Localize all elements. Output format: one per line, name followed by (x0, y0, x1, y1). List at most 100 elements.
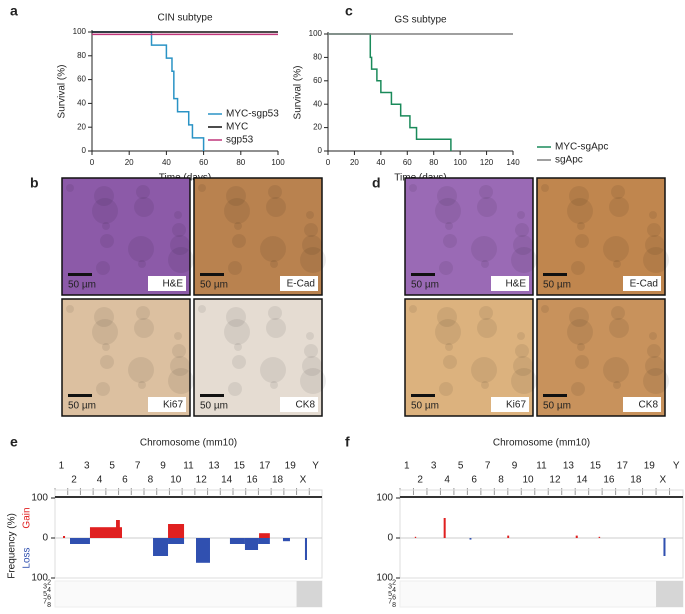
texture (100, 355, 114, 369)
texture (515, 344, 529, 358)
scale-bar (411, 394, 435, 397)
texture (611, 185, 625, 199)
survival-line (92, 31, 205, 151)
texture (226, 186, 246, 206)
texture (481, 260, 489, 268)
texture (92, 198, 118, 224)
chromosome-label: 7 (485, 461, 491, 472)
texture (645, 356, 665, 376)
chromosome-label: 13 (208, 461, 220, 472)
texture (649, 211, 657, 219)
texture (134, 197, 154, 217)
scale-label: 50 µm (68, 280, 96, 291)
frequency-bar (89, 527, 123, 538)
texture (134, 318, 154, 338)
label-box (280, 397, 318, 412)
texture (224, 319, 250, 345)
heatmap-frame (399, 580, 684, 608)
y-tick-label: 100 (376, 573, 393, 584)
scale-label: 50 µm (411, 401, 439, 412)
y-tick-label: 0 (82, 146, 87, 155)
frequency-bar (63, 536, 66, 538)
texture (268, 306, 282, 320)
texture (300, 368, 326, 394)
frequency-bar (282, 538, 290, 542)
texture (577, 222, 585, 230)
heatmap-row-label: 3 (388, 583, 392, 590)
chromosome-label: 17 (259, 461, 271, 472)
heatmap-row-label: 3 (43, 583, 47, 590)
x-tick-label: 100 (271, 158, 285, 167)
chromosome-label: 6 (122, 475, 128, 486)
texture (435, 198, 461, 224)
y-tick-label: 100 (31, 573, 48, 584)
y-tick-label: 0 (42, 533, 48, 544)
frequency-bar (153, 538, 169, 556)
texture (172, 344, 186, 358)
x-tick-label: 60 (403, 158, 412, 167)
texture (232, 234, 246, 248)
texture (443, 355, 457, 369)
texture (571, 261, 585, 275)
frequency-bar (598, 536, 601, 538)
survival-line (328, 33, 452, 151)
heatmap-row-label: 6 (47, 595, 51, 602)
frequency-bar (304, 538, 307, 560)
label-box (491, 397, 529, 412)
chromosome-label: 4 (444, 475, 450, 486)
plot-frame (54, 489, 323, 579)
x-tick-label: 80 (429, 158, 438, 167)
texture (645, 235, 665, 255)
texture (306, 211, 314, 219)
texture (128, 236, 154, 262)
texture (100, 234, 114, 248)
chromosome-label: 5 (109, 461, 115, 472)
texture (270, 260, 278, 268)
scale-bar (543, 394, 567, 397)
frequency-bar (443, 518, 446, 538)
label-box (148, 397, 186, 412)
chromosome-label: 15 (234, 461, 246, 472)
x-tick-label: 140 (506, 158, 520, 167)
chromosome-label: 17 (617, 461, 629, 472)
texture (96, 382, 110, 396)
y-tick-label: 20 (313, 123, 322, 132)
texture (541, 305, 549, 313)
chart-title: Chromosome (mm10) (140, 438, 237, 449)
texture (577, 343, 585, 351)
texture (609, 197, 629, 217)
y-tick-label: 80 (77, 51, 86, 60)
chromosome-label: 8 (498, 475, 504, 486)
frequency-bar (70, 538, 90, 544)
chromosome-label: X (300, 475, 307, 486)
texture (513, 235, 533, 255)
frequency-bar (469, 538, 472, 540)
chromosome-label: 19 (285, 461, 297, 472)
heatmap-row-label: 2 (47, 580, 51, 587)
y-tick-label: 80 (313, 53, 322, 62)
scale-label: 50 µm (543, 401, 571, 412)
chromosome-label: 18 (630, 475, 642, 486)
texture (513, 356, 533, 376)
chromosome-label: 12 (549, 475, 561, 486)
heatmap-row-label: 4 (47, 587, 51, 594)
y-tick-label: 100 (376, 493, 393, 504)
chromosome-label: 9 (512, 461, 518, 472)
x-tick-label: 0 (326, 158, 331, 167)
texture (302, 356, 322, 376)
chromosome-label: 10 (170, 475, 182, 486)
heatmap-row-label: 8 (392, 602, 396, 609)
frequency-bar (244, 538, 259, 550)
frequency-bar (259, 533, 270, 538)
tile-label: E-Cad (630, 279, 658, 290)
frequency-bar (168, 524, 185, 538)
chromosome-label: 10 (522, 475, 534, 486)
heatmap-row-label: 4 (392, 587, 396, 594)
texture (270, 381, 278, 389)
texture (198, 305, 206, 313)
texture (477, 318, 497, 338)
chromosome-label: 12 (196, 475, 208, 486)
scale-bar (200, 273, 224, 276)
panel-letter: d (372, 175, 381, 191)
